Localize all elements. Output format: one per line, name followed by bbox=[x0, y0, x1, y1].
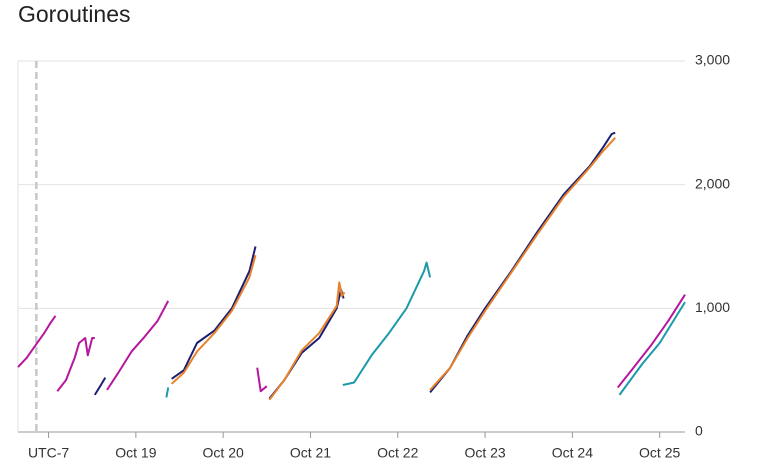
chart-title: Goroutines bbox=[18, 1, 131, 27]
series-line bbox=[171, 137, 616, 401]
series-line bbox=[17, 294, 686, 393]
y-tick-label: 0 bbox=[695, 423, 703, 439]
x-tick-label: Oct 22 bbox=[377, 445, 418, 461]
y-tick-label: 2,000 bbox=[695, 175, 730, 191]
x-tick-label: Oct 19 bbox=[115, 445, 156, 461]
y-tick-label: 3,000 bbox=[695, 52, 730, 68]
x-tick-label: Oct 23 bbox=[464, 445, 505, 461]
x-tick-label: Oct 24 bbox=[552, 445, 593, 461]
x-tick-label: Oct 21 bbox=[290, 445, 331, 461]
x-tick-label: Oct 25 bbox=[639, 445, 680, 461]
x-tick-label: UTC-7 bbox=[28, 445, 69, 461]
x-tick-label: Oct 20 bbox=[203, 445, 244, 461]
series-line bbox=[165, 261, 686, 398]
y-tick-label: 1,000 bbox=[695, 299, 730, 315]
series-line bbox=[93, 131, 616, 400]
